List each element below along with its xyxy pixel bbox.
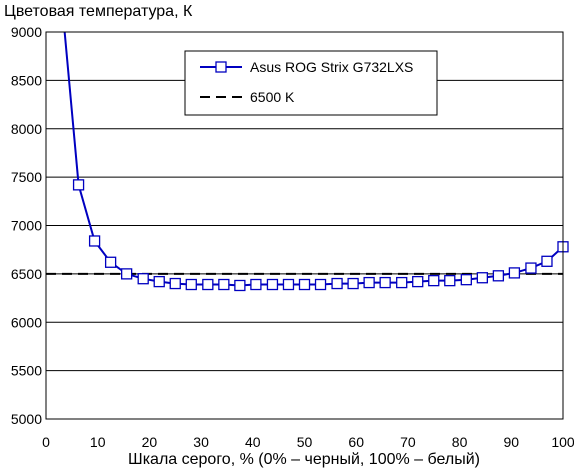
x-axis-tick-labels: 0 10 20 30 40 50 60 70 80 90 100 [42, 434, 574, 450]
x-tick-label: 60 [348, 434, 364, 450]
series-point [525, 262, 537, 274]
series-point [266, 278, 279, 291]
series-point [169, 277, 181, 290]
series-point [428, 274, 440, 287]
series-point [508, 267, 521, 279]
series-point [121, 268, 133, 280]
x-tick-label: 70 [400, 434, 416, 450]
legend: Asus ROG Strix G732LXS 6500 K [184, 50, 438, 116]
series-point [153, 275, 165, 288]
x-tick-label: 10 [90, 434, 106, 450]
y-tick-label: 5500 [11, 363, 42, 379]
series-point [379, 276, 391, 289]
series-point [282, 278, 295, 291]
x-tick-label: 20 [142, 434, 158, 450]
legend-reference-label: 6500 K [250, 89, 295, 105]
series-point [218, 278, 230, 291]
series-point [460, 274, 472, 286]
series-point [314, 278, 327, 291]
legend-series-label: Asus ROG Strix G732LXS [250, 59, 413, 75]
series-point [250, 278, 262, 291]
series-point [298, 278, 311, 291]
x-tick-label: 50 [297, 434, 313, 450]
x-tick-label: 80 [452, 434, 468, 450]
series-point [137, 273, 149, 285]
series-point [234, 279, 246, 292]
series-point [88, 235, 101, 247]
y-tick-label: 6000 [11, 314, 42, 330]
plot-series [46, 32, 569, 292]
legend-series-marker [215, 61, 227, 73]
series-point [444, 274, 456, 287]
y-tick-label: 6500 [11, 266, 42, 282]
y-tick-label: 7000 [11, 218, 42, 234]
y-tick-label: 5000 [11, 411, 42, 427]
series-point [541, 255, 553, 267]
series-point [104, 256, 117, 268]
x-axis-title: Шкала серого, % (0% – черный, 100% – бел… [128, 451, 480, 468]
series-point [492, 270, 505, 282]
series-point [202, 278, 214, 291]
chart-title: Цветовая температура, К [4, 3, 193, 20]
x-tick-label: 30 [193, 434, 209, 450]
y-tick-label: 8500 [11, 72, 42, 88]
x-tick-label: 0 [42, 434, 50, 450]
grid-lines [46, 79, 563, 372]
series-point [412, 275, 424, 288]
x-tick-label: 40 [245, 434, 261, 450]
series-point [476, 272, 488, 284]
series-point [185, 278, 197, 291]
series-line [63, 32, 563, 287]
series-point [331, 277, 343, 290]
series-point [363, 276, 375, 289]
x-tick-label: 90 [504, 434, 520, 450]
y-tick-label: 8000 [11, 121, 42, 137]
plot-frame [45, 31, 564, 420]
series-point [347, 277, 359, 290]
y-axis-tick-labels: 5000 5500 6000 6500 7000 7500 8000 8500 9000 [11, 24, 42, 427]
series-point [72, 179, 85, 191]
legend-box [184, 50, 438, 116]
y-tick-label: 9000 [11, 24, 42, 40]
y-tick-label: 7500 [11, 169, 42, 185]
series-point [396, 276, 408, 289]
x-tick-label: 100 [551, 434, 574, 450]
